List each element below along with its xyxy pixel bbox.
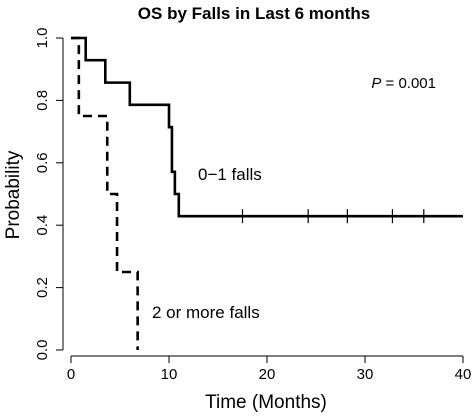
x-tick-label-40: 40 (455, 366, 472, 383)
y-tick-label-0.4: 0.4 (34, 215, 51, 236)
y-axis-label: Probability (3, 150, 24, 239)
series-label-0-1-falls: 0−1 falls (198, 165, 262, 184)
y-tick-label-1: 1.0 (34, 28, 51, 49)
x-axis-label: Time (Months) (205, 392, 327, 413)
chart-title: OS by Falls in Last 6 months (138, 4, 370, 23)
x-tick-label-30: 30 (357, 366, 374, 383)
series-line-1 (71, 36, 139, 350)
x-tick-label-20: 20 (259, 366, 276, 383)
plot-area: 0 10 20 30 40 0.0 0.2 0.4 0.6 0.8 1.0 (34, 28, 471, 383)
series-line-0 (71, 36, 463, 218)
series-label-2-or-more-falls: 2 or more falls (152, 303, 260, 322)
y-tick-label-0: 0.0 (34, 340, 51, 361)
p-value-symbol: P (371, 75, 381, 92)
p-value-annotation: P = 0.001 (371, 75, 436, 92)
y-tick-label-0.8: 0.8 (34, 90, 51, 111)
y-tick-label-0.6: 0.6 (34, 152, 51, 173)
y-tick-label-0.2: 0.2 (34, 277, 51, 298)
x-tick-label-10: 10 (161, 366, 178, 383)
x-tick-label-0: 0 (67, 366, 75, 383)
p-value-text: = 0.001 (381, 75, 436, 92)
